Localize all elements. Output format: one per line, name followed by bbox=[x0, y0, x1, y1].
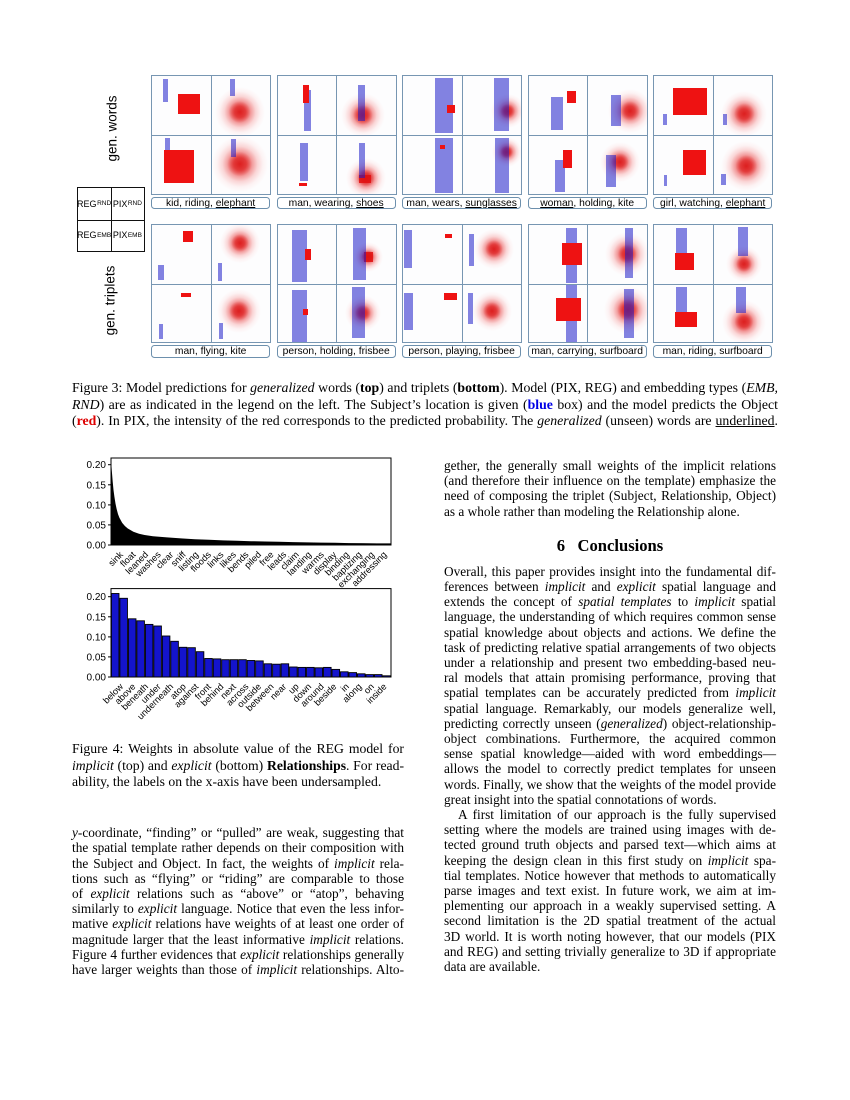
svg-text:0.10: 0.10 bbox=[87, 500, 107, 511]
svg-text:0.20: 0.20 bbox=[87, 592, 107, 603]
svg-text:0.00: 0.00 bbox=[87, 541, 107, 552]
svg-text:0.05: 0.05 bbox=[87, 652, 107, 663]
svg-text:0.15: 0.15 bbox=[87, 612, 107, 623]
svg-text:0.05: 0.05 bbox=[87, 520, 107, 531]
svg-text:0.15: 0.15 bbox=[87, 480, 107, 491]
svg-text:0.20: 0.20 bbox=[87, 460, 107, 471]
svg-text:0.10: 0.10 bbox=[87, 632, 107, 643]
svg-text:0.00: 0.00 bbox=[87, 673, 107, 684]
